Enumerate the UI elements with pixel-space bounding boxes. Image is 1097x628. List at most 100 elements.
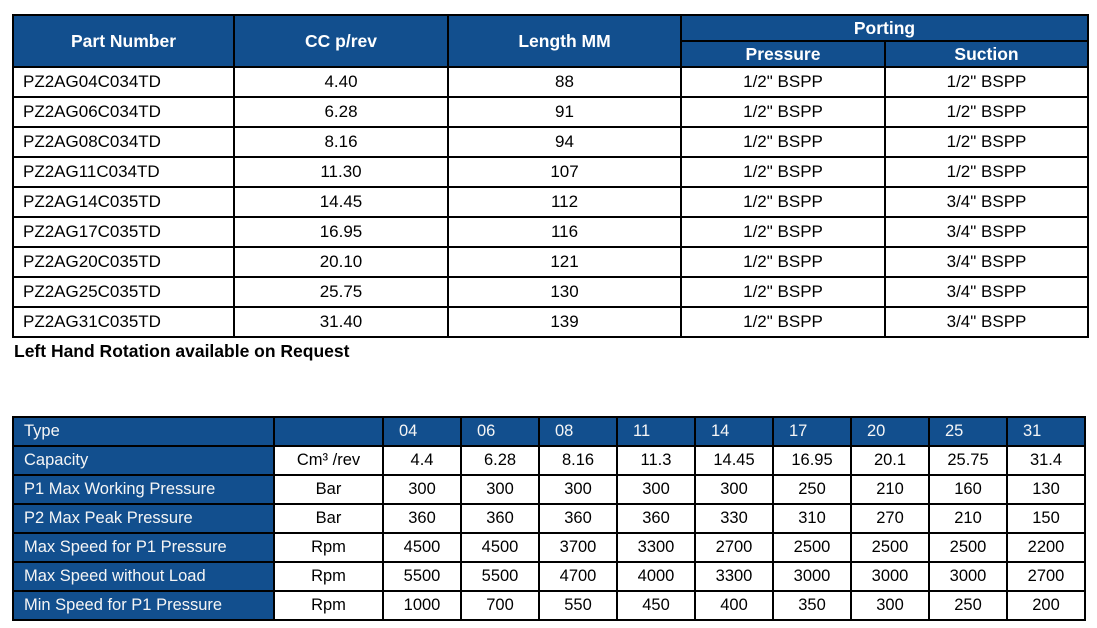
- cc-cell: 20.10: [233, 246, 449, 278]
- length-cell: 107: [447, 156, 682, 188]
- cc-cell: 4.40: [233, 66, 449, 98]
- length-cell: 116: [447, 216, 682, 248]
- cc-cell: 6.28: [233, 96, 449, 128]
- spec-value: 210: [850, 474, 930, 505]
- pressure-cell: 1/2" BSPP: [680, 66, 886, 98]
- spec-value: 3000: [928, 561, 1008, 592]
- spec-value: 200: [1006, 590, 1086, 621]
- parts-header-row-top: Part Number CC p/rev Length MM Porting: [12, 14, 1089, 68]
- spec-value: 14.45: [694, 445, 774, 476]
- col-header-cc-per-rev: CC p/rev: [233, 14, 449, 68]
- table-row: PZ2AG11C034TD 11.30 107 1/2" BSPP 1/2" B…: [12, 156, 1089, 188]
- spec-value: 310: [772, 503, 852, 534]
- spec-value: 250: [928, 590, 1008, 621]
- cc-cell: 16.95: [233, 216, 449, 248]
- spec-value: 20.1: [850, 445, 930, 476]
- spec-row-p1-max-working-pressure: P1 Max Working Pressure Bar 300 300 300 …: [12, 474, 1086, 505]
- spec-label: P1 Max Working Pressure: [12, 474, 275, 505]
- spec-value: 300: [694, 474, 774, 505]
- spec-value: 360: [460, 503, 540, 534]
- suction-cell: 1/2" BSPP: [884, 156, 1089, 188]
- parts-header-row-sub: Pressure Suction: [13, 40, 1089, 68]
- spec-label: Capacity: [12, 445, 275, 476]
- pressure-cell: 1/2" BSPP: [680, 96, 886, 128]
- length-cell: 88: [447, 66, 682, 98]
- spec-value: 3700: [538, 532, 618, 563]
- spec-value: 360: [538, 503, 618, 534]
- spec-value: 25.75: [928, 445, 1008, 476]
- pressure-cell: 1/2" BSPP: [680, 306, 886, 338]
- part-number-cell: PZ2AG06C034TD: [12, 96, 235, 128]
- spec-value: 700: [460, 590, 540, 621]
- type-cell: 11: [616, 416, 696, 447]
- spec-row-capacity: Capacity Cm³ /rev 4.4 6.28 8.16 11.3 14.…: [12, 445, 1086, 476]
- spec-value: 550: [538, 590, 618, 621]
- table-row: PZ2AG31C035TD 31.40 139 1/2" BSPP 3/4" B…: [12, 306, 1089, 338]
- spec-value: 4700: [538, 561, 618, 592]
- table-row: PZ2AG04C034TD 4.40 88 1/2" BSPP 1/2" BSP…: [12, 66, 1089, 98]
- spec-value: 360: [382, 503, 462, 534]
- spec-value: 300: [382, 474, 462, 505]
- spec-value: 1000: [382, 590, 462, 621]
- spec-value: 16.95: [772, 445, 852, 476]
- suction-cell: 3/4" BSPP: [884, 306, 1089, 338]
- spec-value: 130: [1006, 474, 1086, 505]
- cc-cell: 8.16: [233, 126, 449, 158]
- pressure-cell: 1/2" BSPP: [680, 216, 886, 248]
- spec-label: P2 Max Peak Pressure: [12, 503, 275, 534]
- pressure-cell: 1/2" BSPP: [680, 276, 886, 308]
- spec-value: 300: [460, 474, 540, 505]
- spec-value: 350: [772, 590, 852, 621]
- part-number-cell: PZ2AG20C035TD: [12, 246, 235, 278]
- spec-value: 3300: [694, 561, 774, 592]
- spec-value: 4500: [382, 532, 462, 563]
- suction-cell: 1/2" BSPP: [884, 96, 1089, 128]
- length-cell: 139: [447, 306, 682, 338]
- suction-cell: 3/4" BSPP: [884, 276, 1089, 308]
- spec-unit: Bar: [273, 474, 384, 505]
- table-row: PZ2AG14C035TD 14.45 112 1/2" BSPP 3/4" B…: [12, 186, 1089, 218]
- table-row: PZ2AG08C034TD 8.16 94 1/2" BSPP 1/2" BSP…: [12, 126, 1089, 158]
- cc-cell: 11.30: [233, 156, 449, 188]
- table-row: PZ2AG17C035TD 16.95 116 1/2" BSPP 3/4" B…: [12, 216, 1089, 248]
- spec-value: 210: [928, 503, 1008, 534]
- spec-label: Max Speed without Load: [12, 561, 275, 592]
- length-cell: 94: [447, 126, 682, 158]
- spec-value: 2700: [694, 532, 774, 563]
- spec-value: 400: [694, 590, 774, 621]
- spec-value: 4500: [460, 532, 540, 563]
- part-number-cell: PZ2AG31C035TD: [12, 306, 235, 338]
- spec-row-max-speed-no-load: Max Speed without Load Rpm 5500 5500 470…: [12, 561, 1086, 592]
- cc-cell: 25.75: [233, 276, 449, 308]
- cc-cell: 31.40: [233, 306, 449, 338]
- spec-unit: Rpm: [273, 532, 384, 563]
- col-header-pressure: Pressure: [680, 40, 886, 68]
- spec-value: 4.4: [382, 445, 462, 476]
- spec-value: 3300: [616, 532, 696, 563]
- spec-value: 300: [850, 590, 930, 621]
- pressure-cell: 1/2" BSPP: [680, 156, 886, 188]
- col-header-length-mm: Length MM: [447, 14, 682, 68]
- part-number-cell: PZ2AG14C035TD: [12, 186, 235, 218]
- spec-value: 8.16: [538, 445, 618, 476]
- spec-type-unit-cell: [273, 416, 384, 447]
- spec-value: 31.4: [1006, 445, 1086, 476]
- spec-value: 5500: [460, 561, 540, 592]
- spec-value: 6.28: [460, 445, 540, 476]
- spec-value: 250: [772, 474, 852, 505]
- specs-table: Type 04 06 08 11 14 17 20 25 31 Capacity…: [12, 416, 1086, 621]
- spec-value: 330: [694, 503, 774, 534]
- spec-value: 300: [538, 474, 618, 505]
- part-number-cell: PZ2AG25C035TD: [12, 276, 235, 308]
- part-number-cell: PZ2AG08C034TD: [12, 126, 235, 158]
- length-cell: 112: [447, 186, 682, 218]
- table-row: PZ2AG06C034TD 6.28 91 1/2" BSPP 1/2" BSP…: [12, 96, 1089, 128]
- type-cell: 06: [460, 416, 540, 447]
- part-number-cell: PZ2AG17C035TD: [12, 216, 235, 248]
- col-header-part-number: Part Number: [12, 14, 235, 68]
- type-cell: 17: [772, 416, 852, 447]
- type-cell: 14: [694, 416, 774, 447]
- type-cell: 04: [382, 416, 462, 447]
- spec-row-min-speed-p1: Min Speed for P1 Pressure Rpm 1000 700 5…: [12, 590, 1086, 621]
- spec-unit: Bar: [273, 503, 384, 534]
